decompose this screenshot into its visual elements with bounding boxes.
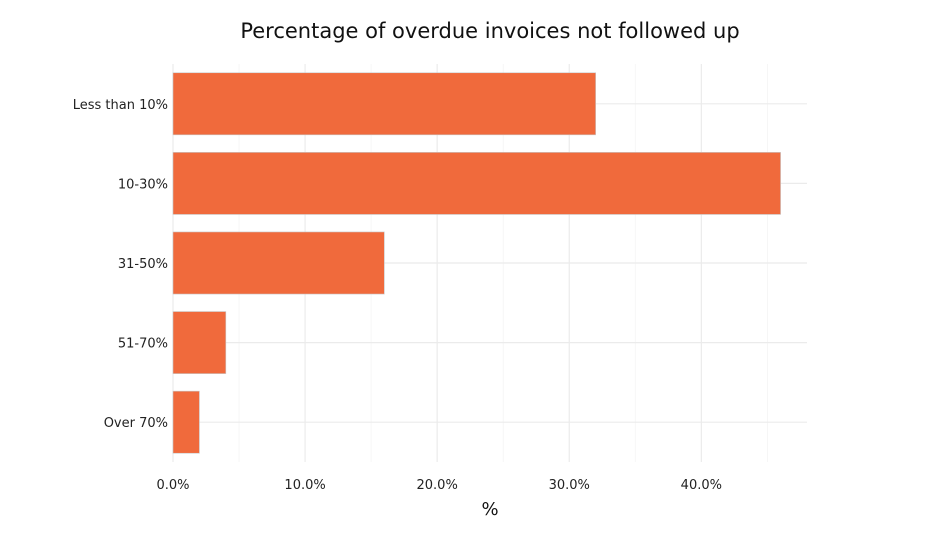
y-tick-label: Over 70% [104,416,168,431]
y-tick-label: 51-70% [118,337,168,352]
bar [172,231,385,295]
bar [172,390,200,454]
bar [172,311,227,374]
bars [172,72,781,454]
x-tick-label: 30.0% [549,478,590,493]
y-tick-label: 31-50% [118,257,168,272]
y-tick-label: Less than 10% [73,98,168,113]
x-axis-label: % [481,499,498,520]
y-tick-labels: Less than 10% 10-30% 31-50% 51-70% Over 70% [73,98,168,431]
bar [172,152,781,215]
y-tick-label: 10-30% [118,177,168,192]
x-tick-label: 10.0% [284,478,325,493]
chart-title: Percentage of overdue invoices not follo… [240,19,739,43]
x-tick-labels: 0.0% 10.0% 20.0% 30.0% 40.0% [156,478,722,493]
x-tick-label: 0.0% [156,478,189,493]
bar [172,72,596,136]
x-tick-label: 20.0% [417,478,458,493]
x-tick-label: 40.0% [681,478,722,493]
